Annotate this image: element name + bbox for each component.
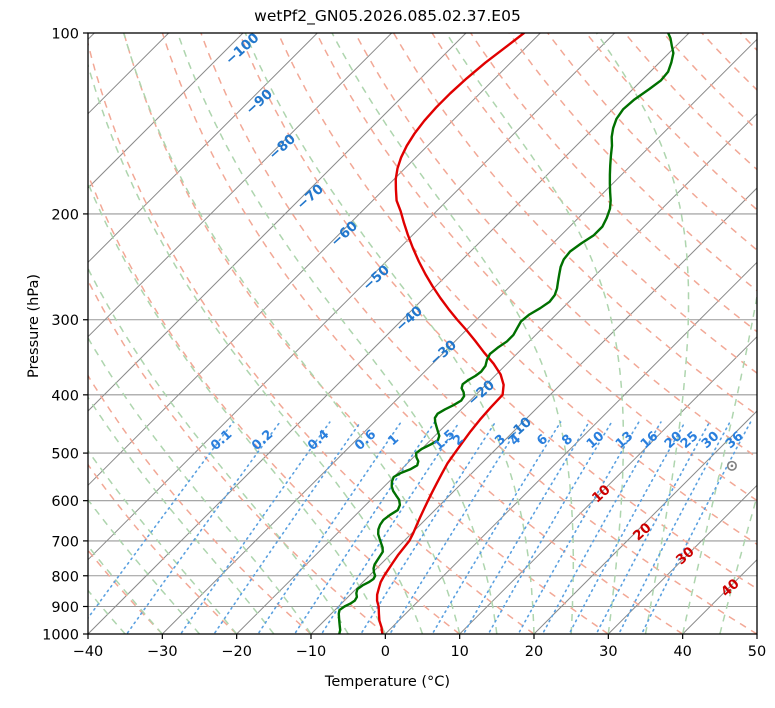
parcel-marker-center: [730, 464, 734, 468]
y-tick-label: 300: [51, 313, 79, 329]
temperature-curve: [375, 33, 526, 634]
x-tick-label: 50: [748, 644, 766, 660]
y-tick-label: 200: [51, 207, 79, 223]
y-tick-label: 500: [51, 447, 79, 463]
y-tick-label: 600: [51, 494, 79, 510]
data-curves-layer: [337, 33, 737, 634]
x-tick-label: 0: [381, 644, 390, 660]
dewpoint-curve: [337, 33, 675, 634]
y-tick-label: 700: [51, 534, 79, 550]
y-tick-label: 900: [51, 600, 79, 616]
x-tick-label: −10: [296, 644, 327, 660]
plot-background: [88, 33, 757, 634]
x-axis-label: Temperature (°C): [324, 674, 451, 690]
y-tick-label: 400: [51, 388, 79, 404]
background-grid-layer: [88, 33, 757, 634]
y-tick-label: 800: [51, 569, 79, 585]
y-axis-label: Pressure (hPa): [26, 274, 42, 379]
plot-border: [87, 32, 758, 635]
x-tick-label: 10: [450, 644, 468, 660]
y-tick-label: 1000: [42, 628, 79, 644]
parcel-marker: [726, 460, 737, 471]
x-tick-label: 30: [599, 644, 617, 660]
x-tick-label: −40: [73, 644, 104, 660]
page-title: wetPf2_GN05.2026.085.02.37.E05: [254, 7, 521, 25]
x-tick-label: 40: [673, 644, 691, 660]
y-tick-label: 100: [51, 27, 79, 43]
x-tick-label: 20: [525, 644, 543, 660]
x-tick-label: −30: [147, 644, 178, 660]
x-tick-label: −20: [221, 644, 252, 660]
